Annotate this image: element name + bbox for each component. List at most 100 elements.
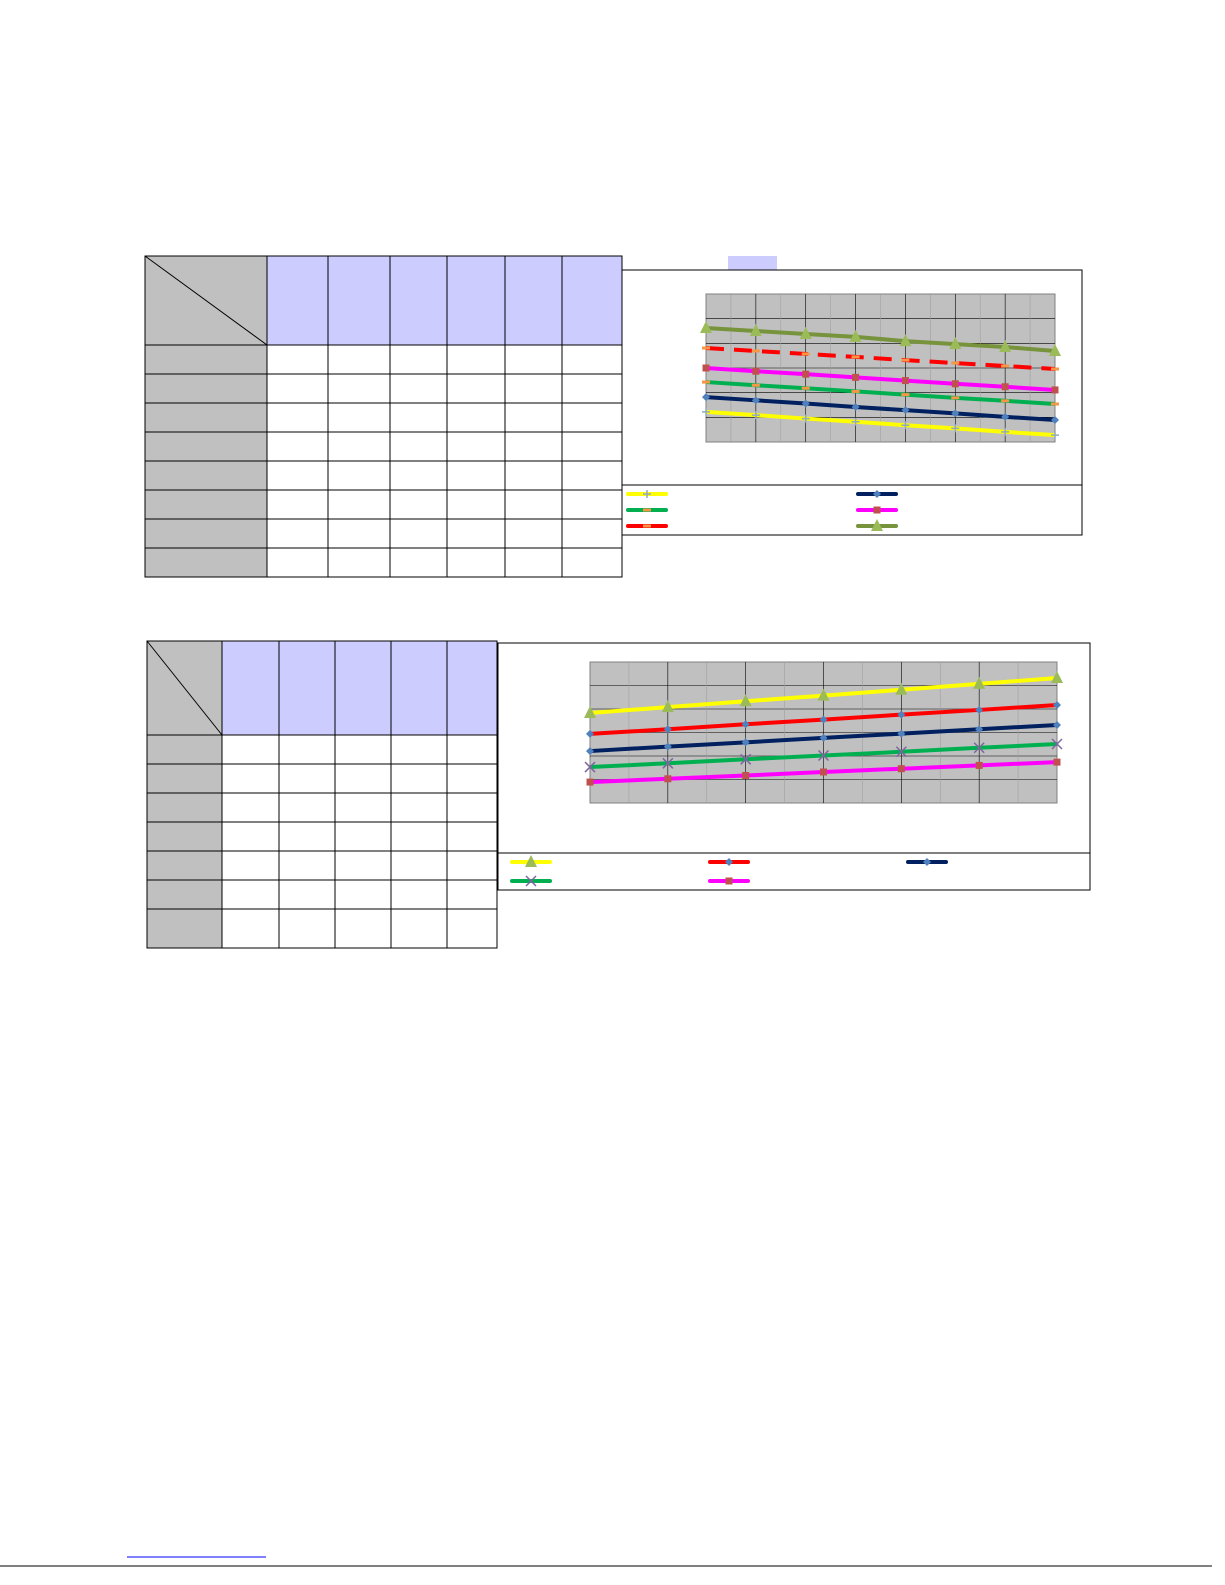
table-cell bbox=[334, 821, 392, 852]
table-cell bbox=[390, 640, 448, 736]
point bbox=[1053, 720, 1061, 729]
table-cell bbox=[144, 431, 268, 462]
point bbox=[751, 349, 760, 353]
series-line bbox=[705, 366, 1056, 392]
table-cell bbox=[504, 547, 563, 578]
point bbox=[849, 329, 862, 342]
point bbox=[801, 399, 810, 408]
table-cell bbox=[446, 879, 498, 910]
series-line bbox=[705, 395, 1056, 423]
point bbox=[1051, 416, 1059, 425]
table-cell bbox=[146, 879, 223, 910]
point bbox=[586, 747, 594, 756]
table-cell bbox=[390, 763, 448, 794]
point bbox=[973, 742, 985, 754]
table-cell bbox=[327, 518, 391, 549]
point bbox=[897, 765, 905, 773]
point bbox=[895, 682, 908, 695]
point bbox=[752, 367, 760, 375]
series-line bbox=[705, 346, 1056, 371]
point bbox=[739, 694, 752, 707]
table-cell bbox=[221, 734, 280, 765]
table-cell bbox=[390, 821, 448, 852]
table-cell bbox=[278, 734, 336, 765]
table-cell bbox=[561, 402, 623, 433]
table-cell bbox=[278, 908, 336, 949]
table-cell bbox=[504, 373, 563, 404]
table-cell bbox=[389, 373, 448, 404]
point bbox=[801, 352, 810, 356]
point bbox=[702, 364, 710, 372]
table-cell bbox=[327, 402, 391, 433]
point bbox=[801, 386, 810, 390]
table-cell bbox=[561, 489, 623, 520]
table-cell bbox=[446, 792, 498, 823]
table-cell bbox=[221, 908, 280, 949]
point bbox=[1049, 343, 1061, 356]
table-cell bbox=[504, 344, 563, 375]
point bbox=[1051, 670, 1063, 683]
point bbox=[1051, 402, 1059, 406]
table-cell bbox=[389, 460, 448, 491]
point bbox=[851, 417, 860, 426]
point bbox=[664, 775, 672, 783]
table-cell bbox=[278, 640, 336, 736]
point bbox=[702, 346, 710, 350]
table-cell bbox=[561, 344, 623, 375]
table-cell bbox=[389, 431, 448, 462]
point bbox=[901, 421, 910, 430]
series-line bbox=[705, 380, 1056, 407]
legend-marker bbox=[871, 519, 883, 531]
table-cell bbox=[446, 518, 506, 549]
point bbox=[851, 402, 860, 411]
table-cell bbox=[146, 792, 223, 823]
table-cell bbox=[390, 792, 448, 823]
table-cell bbox=[389, 344, 448, 375]
point bbox=[749, 324, 762, 336]
table-cell bbox=[504, 402, 563, 433]
point bbox=[1001, 399, 1010, 403]
table-cell bbox=[390, 734, 448, 765]
table-cell bbox=[561, 460, 623, 491]
table-cell bbox=[327, 460, 391, 491]
point bbox=[1001, 364, 1010, 368]
table-cell bbox=[390, 908, 448, 949]
point bbox=[1053, 758, 1061, 766]
point bbox=[663, 742, 672, 751]
point bbox=[851, 355, 860, 359]
point bbox=[951, 409, 960, 418]
table-cell bbox=[266, 402, 329, 433]
table-cell bbox=[446, 460, 506, 491]
table-cell bbox=[446, 431, 506, 462]
table-cell bbox=[144, 402, 268, 433]
point bbox=[975, 725, 984, 734]
point bbox=[949, 337, 962, 350]
table-cell bbox=[446, 640, 498, 736]
table-cell bbox=[146, 850, 223, 881]
legend-marker bbox=[923, 858, 931, 866]
point bbox=[742, 772, 750, 780]
point bbox=[901, 377, 909, 385]
table-cell bbox=[327, 489, 391, 520]
table-cell bbox=[146, 763, 223, 794]
point bbox=[975, 761, 983, 769]
table-cell bbox=[144, 344, 268, 375]
series-line bbox=[705, 409, 1056, 438]
legend-marker bbox=[643, 508, 651, 512]
table-cell bbox=[389, 255, 448, 346]
table-cell bbox=[327, 431, 391, 462]
table-cell bbox=[334, 763, 392, 794]
point bbox=[586, 729, 594, 738]
table-cell bbox=[278, 850, 336, 881]
table-cell bbox=[390, 879, 448, 910]
diagonal bbox=[144, 255, 268, 346]
table-cell bbox=[334, 734, 392, 765]
table-cell bbox=[221, 763, 280, 794]
table-cell bbox=[334, 908, 392, 949]
point bbox=[702, 393, 710, 402]
point bbox=[819, 715, 828, 724]
point bbox=[901, 393, 910, 397]
table-cell bbox=[266, 344, 329, 375]
table-cell bbox=[446, 734, 498, 765]
table-cell bbox=[266, 255, 329, 346]
